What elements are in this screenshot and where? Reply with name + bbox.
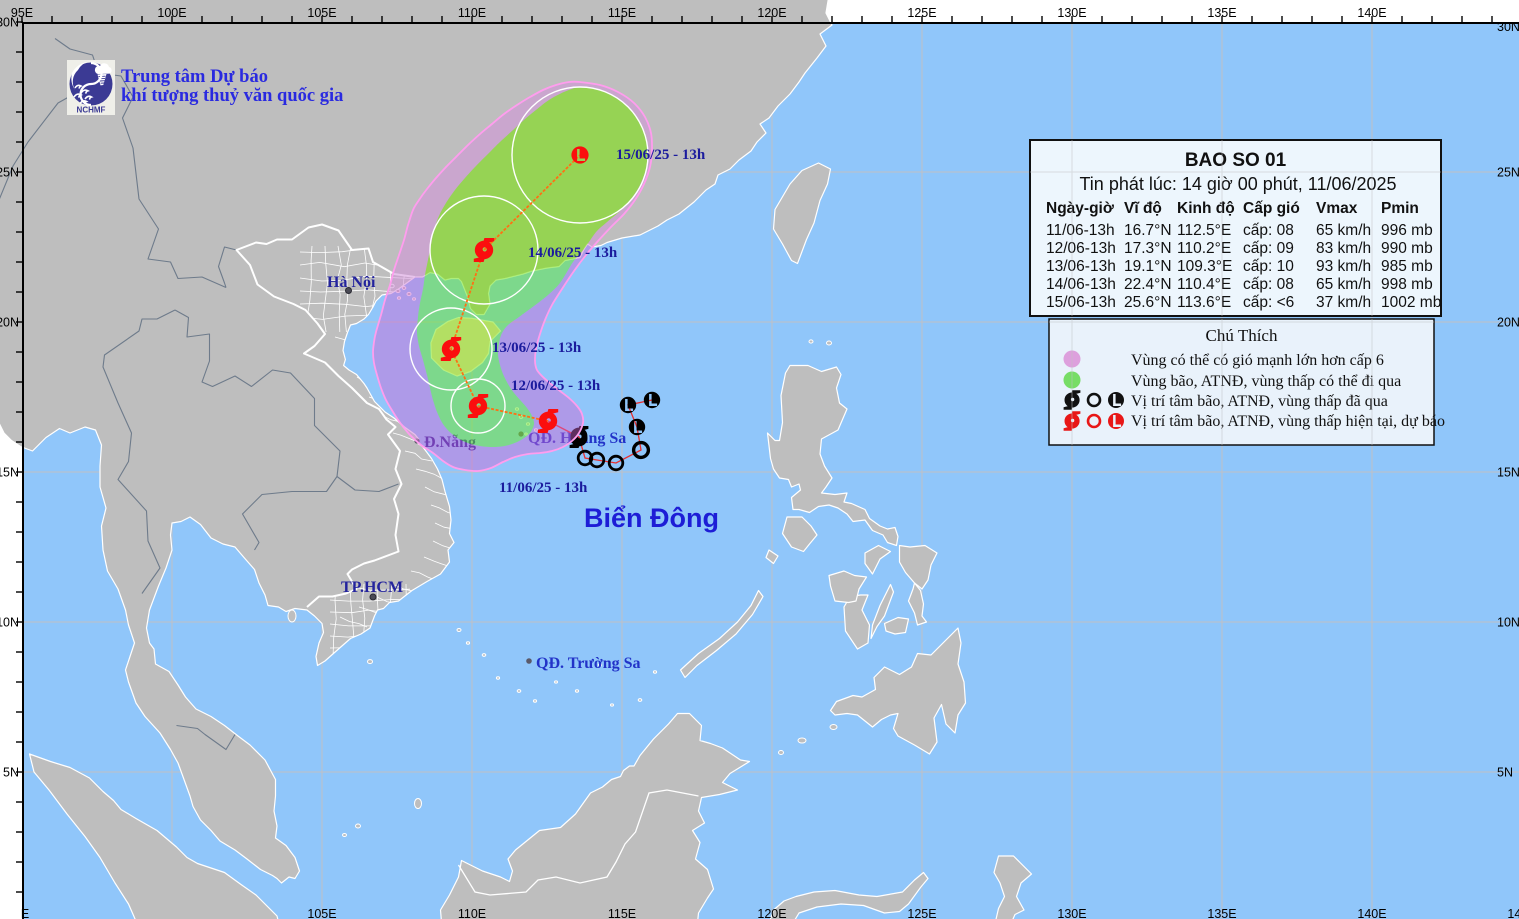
svg-text:130E: 130E bbox=[1057, 907, 1086, 919]
svg-text:37 km/h: 37 km/h bbox=[1316, 294, 1371, 311]
svg-text:15N: 15N bbox=[1497, 466, 1519, 480]
svg-text:105E: 105E bbox=[307, 907, 336, 919]
svg-text:110.2°E: 110.2°E bbox=[1177, 240, 1231, 257]
svg-text:BAO SO 01: BAO SO 01 bbox=[1185, 150, 1287, 171]
svg-text:1002 mb: 1002 mb bbox=[1381, 294, 1441, 311]
svg-text:Vị trí tâm bão, ATNĐ, vùng thấ: Vị trí tâm bão, ATNĐ, vùng thấp đã qua bbox=[1131, 393, 1388, 410]
svg-text:12/06-13h: 12/06-13h bbox=[1046, 240, 1116, 257]
svg-text:22.4°N: 22.4°N bbox=[1124, 276, 1172, 293]
svg-text:83 km/h: 83 km/h bbox=[1316, 240, 1371, 257]
svg-text:140E: 140E bbox=[1357, 6, 1386, 20]
svg-text:14/06-13h: 14/06-13h bbox=[1046, 276, 1116, 293]
svg-text:145E: 145E bbox=[1507, 907, 1519, 919]
svg-text:25.6°N: 25.6°N bbox=[1124, 294, 1172, 311]
svg-text:cấp: 10: cấp: 10 bbox=[1243, 258, 1294, 275]
svg-text:Tin phát lúc: 14 giờ 00 phút,: Tin phát lúc: 14 giờ 00 phút, 11/06/2025 bbox=[1079, 174, 1396, 194]
svg-text:16.7°N: 16.7°N bbox=[1124, 222, 1172, 239]
svg-text:cấp: 08: cấp: 08 bbox=[1243, 276, 1294, 293]
svg-text:20N: 20N bbox=[1497, 316, 1519, 330]
svg-text:95E: 95E bbox=[11, 6, 33, 20]
svg-text:140E: 140E bbox=[1357, 907, 1386, 919]
svg-text:12/06/25 - 13h: 12/06/25 - 13h bbox=[511, 378, 601, 394]
svg-text:109.3°E: 109.3°E bbox=[1177, 258, 1232, 275]
svg-text:985 mb: 985 mb bbox=[1381, 258, 1433, 275]
svg-text:998 mb: 998 mb bbox=[1381, 276, 1433, 293]
svg-text:TP.HCM: TP.HCM bbox=[341, 579, 403, 596]
svg-text:120E: 120E bbox=[757, 6, 786, 20]
svg-text:105E: 105E bbox=[307, 6, 336, 20]
svg-text:cấp: 09: cấp: 09 bbox=[1243, 240, 1294, 257]
svg-text:996 mb: 996 mb bbox=[1381, 222, 1433, 239]
svg-text:Chú Thích: Chú Thích bbox=[1206, 326, 1278, 345]
svg-text:Vùng bão, ATNĐ, vùng thấp có t: Vùng bão, ATNĐ, vùng thấp có thể đi qua bbox=[1131, 373, 1401, 390]
svg-text:25N: 25N bbox=[0, 166, 19, 180]
svg-text:135E: 135E bbox=[1207, 6, 1236, 20]
svg-text:30N: 30N bbox=[1497, 20, 1519, 34]
svg-text:113.6°E: 113.6°E bbox=[1177, 294, 1231, 311]
svg-text:19.1°N: 19.1°N bbox=[1124, 258, 1172, 275]
svg-text:30N: 30N bbox=[0, 16, 19, 30]
svg-text:Trung tâm Dự báo: Trung tâm Dự báo bbox=[121, 67, 268, 87]
svg-text:110E: 110E bbox=[458, 6, 486, 20]
svg-text:Pmin: Pmin bbox=[1381, 200, 1419, 217]
svg-text:cấp: <6: cấp: <6 bbox=[1243, 294, 1294, 311]
svg-text:NCHMF: NCHMF bbox=[77, 106, 106, 115]
svg-text:cấp: 08: cấp: 08 bbox=[1243, 222, 1294, 239]
svg-text:110E: 110E bbox=[458, 907, 486, 919]
svg-text:125E: 125E bbox=[907, 907, 936, 919]
svg-text:Vĩ độ: Vĩ độ bbox=[1124, 200, 1162, 217]
svg-text:Kinh độ: Kinh độ bbox=[1177, 200, 1235, 217]
svg-text:Biển Đông: Biển Đông bbox=[584, 503, 719, 533]
svg-text:25N: 25N bbox=[1497, 166, 1519, 180]
svg-text:Vị trí tâm bão, ATNĐ, vùng thấ: Vị trí tâm bão, ATNĐ, vùng thấp hiện tại… bbox=[1131, 413, 1445, 430]
svg-text:11/06/25 - 13h: 11/06/25 - 13h bbox=[499, 480, 588, 496]
svg-text:Vùng có thể có gió mạnh lớn hơ: Vùng có thể có gió mạnh lớn hơn cấp 6 bbox=[1131, 352, 1384, 369]
svg-text:17.3°N: 17.3°N bbox=[1124, 240, 1172, 257]
svg-text:10N: 10N bbox=[0, 616, 19, 630]
svg-text:15/06-13h: 15/06-13h bbox=[1046, 294, 1116, 311]
svg-text:100E: 100E bbox=[157, 6, 186, 20]
svg-text:Cấp gió: Cấp gió bbox=[1243, 200, 1300, 217]
svg-text:20N: 20N bbox=[0, 316, 19, 330]
svg-text:10N: 10N bbox=[1497, 616, 1519, 630]
svg-text:Ngày-giờ: Ngày-giờ bbox=[1046, 200, 1115, 217]
svg-text:115E: 115E bbox=[608, 6, 636, 20]
svg-text:Vmax: Vmax bbox=[1316, 200, 1358, 217]
svg-text:15N: 15N bbox=[0, 466, 19, 480]
svg-text:khí tượng thuỷ văn quốc gia: khí tượng thuỷ văn quốc gia bbox=[121, 86, 343, 106]
svg-text:QĐ. Trường Sa: QĐ. Trường Sa bbox=[536, 655, 641, 672]
svg-text:125E: 125E bbox=[907, 6, 936, 20]
svg-text:65 km/h: 65 km/h bbox=[1316, 222, 1371, 239]
svg-text:15/06/25 - 13h: 15/06/25 - 13h bbox=[616, 147, 706, 163]
svg-text:E: E bbox=[21, 907, 29, 919]
svg-text:5N: 5N bbox=[3, 766, 19, 780]
svg-text:135E: 135E bbox=[1207, 907, 1236, 919]
svg-text:130E: 130E bbox=[1057, 6, 1086, 20]
svg-text:110.4°E: 110.4°E bbox=[1177, 276, 1231, 293]
svg-text:Hà Nội: Hà Nội bbox=[327, 274, 376, 291]
svg-text:120E: 120E bbox=[757, 907, 786, 919]
svg-text:11/06-13h: 11/06-13h bbox=[1046, 222, 1115, 239]
svg-text:14/06/25 - 13h: 14/06/25 - 13h bbox=[528, 245, 618, 261]
svg-text:112.5°E: 112.5°E bbox=[1177, 222, 1231, 239]
svg-text:990 mb: 990 mb bbox=[1381, 240, 1433, 257]
svg-text:13/06/25 - 13h: 13/06/25 - 13h bbox=[492, 340, 582, 356]
svg-text:5N: 5N bbox=[1497, 766, 1513, 780]
svg-text:65 km/h: 65 km/h bbox=[1316, 276, 1371, 293]
svg-text:93 km/h: 93 km/h bbox=[1316, 258, 1371, 275]
svg-text:115E: 115E bbox=[608, 907, 636, 919]
svg-text:13/06-13h: 13/06-13h bbox=[1046, 258, 1116, 275]
